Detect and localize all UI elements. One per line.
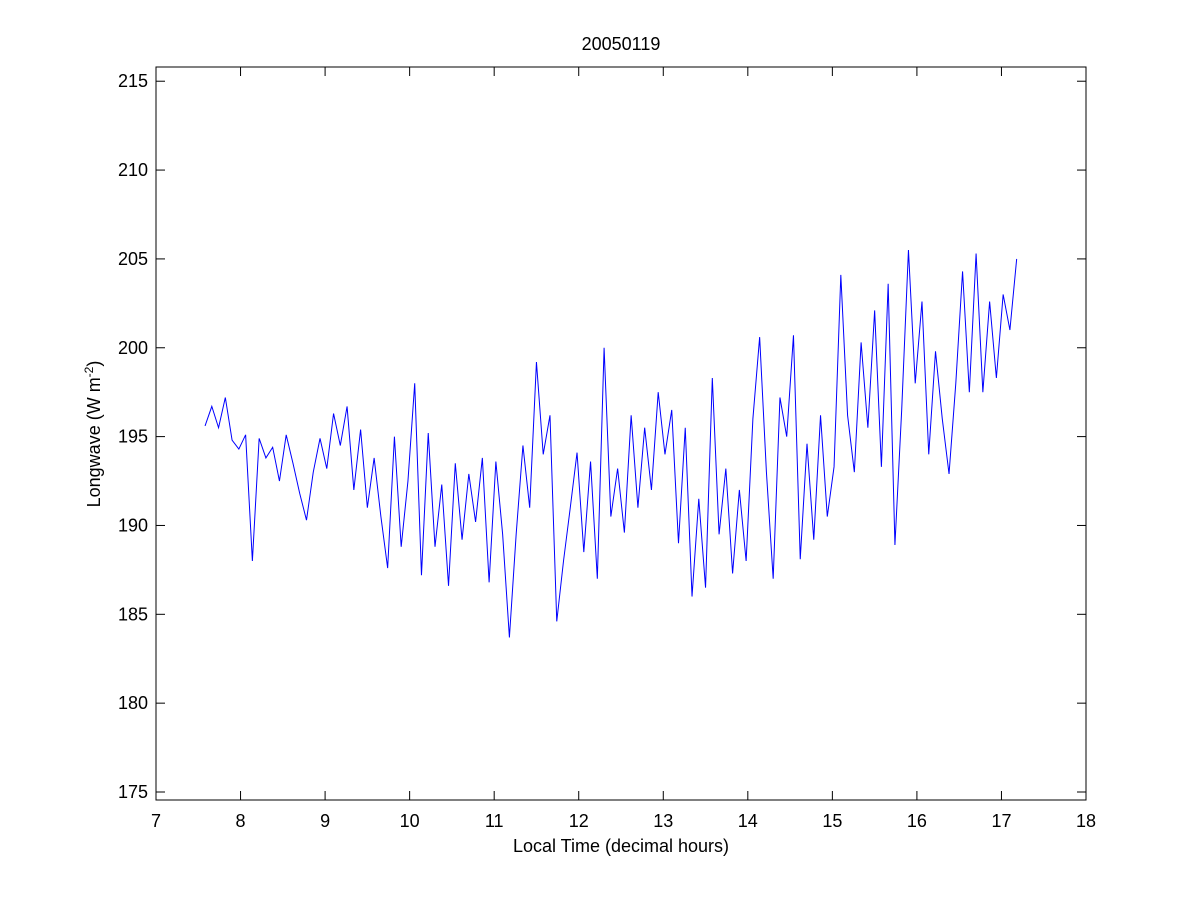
- x-tick-label: 10: [400, 811, 420, 831]
- y-tick-label: 205: [118, 249, 148, 269]
- y-axis-label: Longwave (W m-2): [82, 361, 104, 508]
- y-label-main: Longwave (W m: [84, 377, 104, 507]
- y-tick-label: 195: [118, 427, 148, 447]
- y-label-end: ): [84, 361, 104, 367]
- y-tick-label: 175: [118, 782, 148, 802]
- y-tick-label: 215: [118, 71, 148, 91]
- x-tick-label: 7: [151, 811, 161, 831]
- x-tick-label: 17: [991, 811, 1011, 831]
- chart-title: 20050119: [582, 34, 661, 54]
- y-label-sup: -2: [82, 366, 96, 377]
- x-tick-label: 12: [569, 811, 589, 831]
- x-tick-label: 14: [738, 811, 758, 831]
- x-tick-label: 8: [236, 811, 246, 831]
- x-tick-label: 18: [1076, 811, 1096, 831]
- y-tick-label: 200: [118, 338, 148, 358]
- x-tick-label: 11: [485, 811, 504, 831]
- x-tick-label: 13: [653, 811, 673, 831]
- y-tick-label: 210: [118, 160, 148, 180]
- y-tick-label: 185: [118, 604, 148, 624]
- x-axis-label: Local Time (decimal hours): [513, 836, 729, 856]
- x-tick-label: 16: [907, 811, 927, 831]
- data-line: [204, 250, 1018, 638]
- x-tick-label: 9: [320, 811, 330, 831]
- plot-area: [155, 66, 1087, 801]
- y-tick-label: 190: [118, 515, 148, 535]
- y-tick-label: 180: [118, 693, 148, 713]
- x-tick-label: 15: [822, 811, 842, 831]
